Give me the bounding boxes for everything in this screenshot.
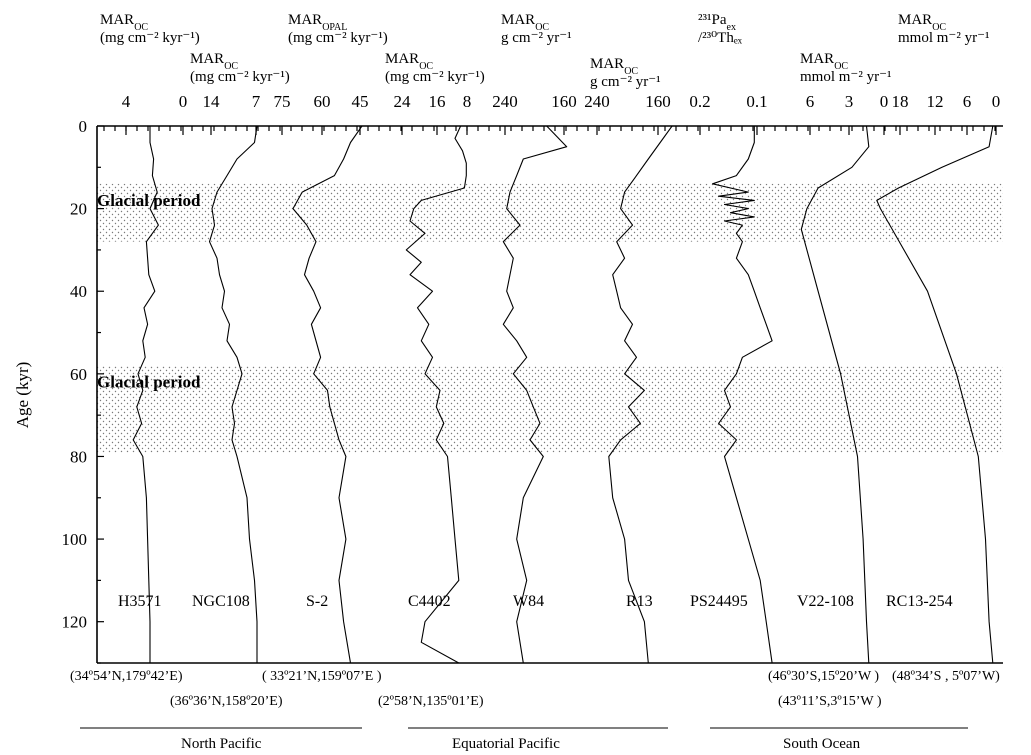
top-tick-label: 8 (463, 92, 472, 111)
panel-header-unit: /²³⁰Thₑₓ (698, 30, 743, 46)
panel-header-unit: mmol m⁻² yr⁻¹ (800, 69, 892, 85)
top-tick-label: 160 (551, 92, 577, 111)
glacial-band-1 (97, 183, 1003, 242)
top-tick-label: 240 (492, 92, 518, 111)
top-tick-label: 45 (352, 92, 369, 111)
y-axis-title: Age (kyr) (13, 362, 32, 429)
core-coordinates: (48º34’S , 5º07’W) (892, 669, 1000, 684)
region-label: Equatorial Pacific (452, 736, 560, 752)
top-tick-label: 60 (314, 92, 331, 111)
core-label-s-2: S-2 (306, 593, 328, 610)
panel-header-unit: g cm⁻² yr⁻¹ (501, 30, 572, 46)
top-tick-label: 3 (845, 92, 854, 111)
top-tick-label: 4 (122, 92, 131, 111)
series-line-v22-108 (800, 125, 870, 664)
core-coordinates: (2º58’N,135º01’E) (378, 694, 484, 709)
panel-header-title: ²³¹Paex (698, 12, 736, 33)
core-coordinates: (43º11’S,3º15’W ) (778, 694, 882, 709)
core-labels: H3571 NGC108 S-2 C4402 W84 R13 PS24495 V22-108 R… (118, 593, 953, 610)
panel-header-unit: (mg cm⁻² kyr⁻¹) (190, 69, 290, 85)
panel-header-title: MAROC (590, 56, 638, 77)
series-line-s-2 (292, 125, 363, 664)
core-coordinates: (36º36’N,158º20’E) (170, 694, 283, 709)
y-tick-label: 40 (70, 282, 87, 301)
panel-header-unit: (mg cm⁻² kyr⁻¹) (100, 30, 200, 46)
panel-header-title: MAROPAL (288, 12, 347, 33)
series-line-ps24495 (712, 126, 773, 664)
series-line-ngc108 (208, 125, 258, 663)
panel-header-unit: (mg cm⁻² kyr⁻¹) (288, 30, 388, 46)
top-tick-label: 75 (274, 92, 291, 111)
panel-header-title: MAROC (100, 12, 148, 33)
top-tick-label: 16 (429, 92, 446, 111)
core-label-w84: W84 (513, 593, 544, 610)
top-tick-label: 7 (252, 92, 261, 111)
top-tick-label: 6 (806, 92, 815, 111)
glacial-band-2 (97, 365, 1003, 453)
panel-header-title: MAROC (800, 51, 848, 72)
glacial-period-label: Glacial period (97, 191, 201, 210)
top-tick-label: 0.2 (689, 92, 710, 111)
panel-header-unit: mmol m⁻² yr⁻¹ (898, 30, 990, 46)
core-label-h3571: H3571 (118, 593, 162, 610)
series-line-r13 (608, 125, 673, 664)
core-coordinates: ( 33º21’N,159º07’E ) (262, 669, 382, 684)
y-tick-label: 80 (70, 447, 87, 466)
series-line-c4402 (405, 125, 467, 664)
core-label-rc13-254: RC13-254 (886, 593, 953, 610)
series-lines (132, 125, 994, 664)
core-coordinates: (46º30’S,15º20’W ) (768, 669, 879, 684)
glacial-bands: Glacial period Glacial period (97, 183, 1003, 453)
glacial-period-label: Glacial period (97, 373, 201, 392)
y-tick-label: 60 (70, 365, 87, 384)
panel-header-title: MAROC (501, 12, 549, 33)
panel-header-unit: g cm⁻² yr⁻¹ (590, 74, 661, 90)
core-label-ngc108: NGC108 (192, 593, 250, 610)
top-tick-label: 18 (892, 92, 909, 111)
core-coordinates: (34º54’N,179º42’E) (70, 669, 183, 684)
top-tick-label: 160 (645, 92, 671, 111)
top-tick-label: 0.1 (746, 92, 767, 111)
core-label-ps24495: PS24495 (690, 593, 748, 610)
panel-header-title: MAROC (190, 51, 238, 72)
region-label: North Pacific (181, 736, 262, 752)
core-label-c4402: C4402 (408, 593, 451, 610)
top-tick-label: 14 (203, 92, 221, 111)
series-line-w84 (502, 125, 568, 664)
y-tick-label: 20 (70, 200, 87, 219)
bottom-labels: (34º54’N,179º42’E) (36º36’N,158º20’E) ( 33… (70, 669, 1000, 752)
panel-header-title: MAROC (385, 51, 433, 72)
core-label-r13: R13 (626, 593, 653, 610)
series-line-h3571 (132, 126, 159, 663)
y-tick-label: 100 (62, 530, 88, 549)
panel-header-unit: (mg cm⁻² kyr⁻¹) (385, 69, 485, 85)
panel-header-title: MAROC (898, 12, 946, 33)
top-tick-label: 24 (394, 92, 412, 111)
core-label-v22-108: V22-108 (797, 593, 854, 610)
top-tick-label: 0 (992, 92, 1001, 111)
panel-headers: MAROC(mg cm⁻² kyr⁻¹)MAROC(mg cm⁻² kyr⁻¹)… (100, 12, 990, 90)
top-tick-label: 12 (927, 92, 944, 111)
top-tick-label: 6 (963, 92, 972, 111)
y-tick-label: 120 (62, 613, 88, 632)
top-tick-label: 240 (584, 92, 610, 111)
region-label: South Ocean (783, 736, 861, 752)
top-tick-label: 0 (179, 92, 188, 111)
top-tick-label: 0 (880, 92, 889, 111)
y-tick-label: 0 (79, 117, 88, 136)
series-line-rc13-254 (876, 125, 994, 664)
